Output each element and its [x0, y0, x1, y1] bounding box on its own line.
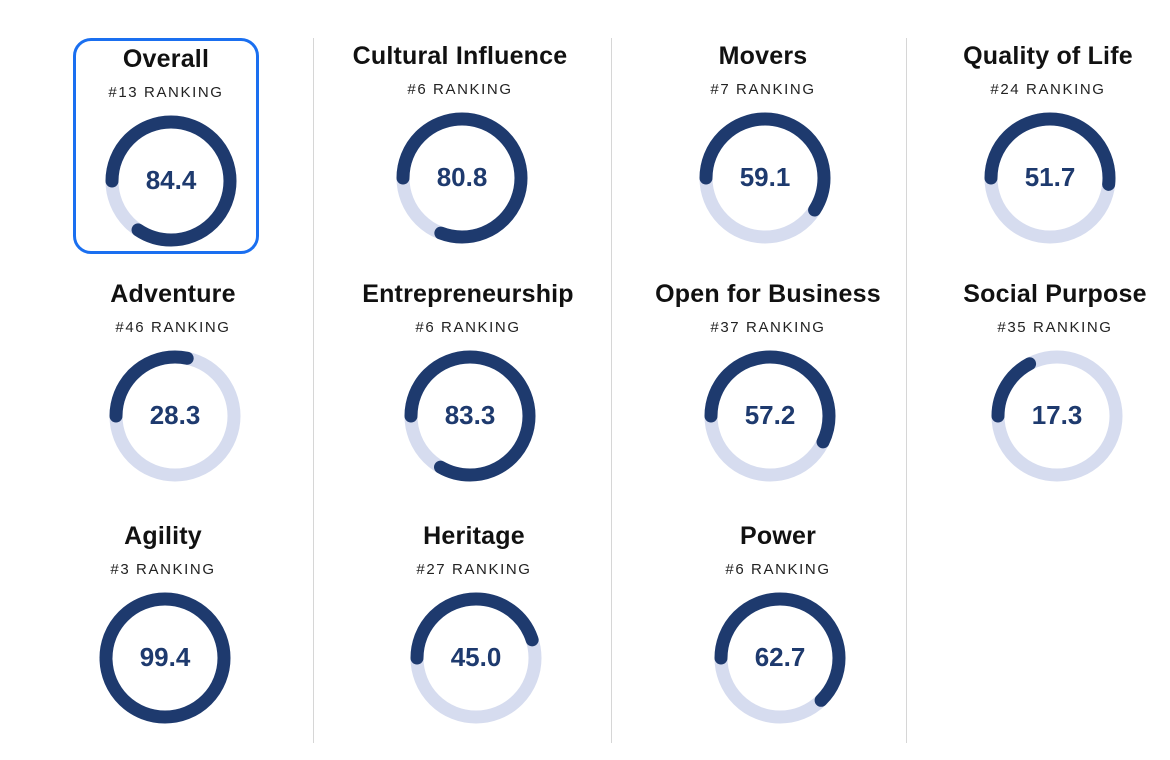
- gauge-value-label: 57.2: [744, 400, 796, 430]
- metric-title: Overall: [122, 45, 210, 73]
- gauge-arc-agility: [99, 592, 231, 724]
- metric-title: Agility: [124, 522, 202, 550]
- gauge-svg: [991, 350, 1123, 482]
- gauge-value-label: 45.0: [450, 642, 502, 672]
- gauge-arc-overall: [105, 115, 237, 247]
- metric-ranking: #27 RANKING: [416, 561, 532, 578]
- metric-gauge: 83.3: [402, 348, 538, 484]
- metric-ranking: #37 RANKING: [710, 319, 826, 336]
- gauge-arc-social-purpose: [991, 350, 1123, 482]
- metric-ranking: #6 RANKING: [725, 561, 831, 578]
- metric-card-entrepreneurship[interactable]: Entrepreneurship #6 RANKING 83.3: [362, 276, 574, 492]
- metric-card-movers[interactable]: Movers #7 RANKING 59.1: [670, 38, 856, 254]
- metric-ranking: #6 RANKING: [415, 319, 521, 336]
- gauge-value-label: 17.3: [1031, 400, 1083, 430]
- column-divider: [906, 38, 907, 743]
- metric-card-cultural-influence[interactable]: Cultural Influence #6 RANKING 80.8: [353, 38, 567, 254]
- metric-card-quality-of-life[interactable]: Quality of Life #24 RANKING 51.7: [955, 38, 1141, 254]
- gauge-svg: [109, 350, 241, 482]
- gauge-value-label: 83.3: [444, 400, 496, 430]
- metric-title: Power: [739, 522, 817, 550]
- metric-ranking: #24 RANKING: [990, 81, 1106, 98]
- gauge-value-label: 59.1: [739, 162, 791, 192]
- column-divider: [313, 38, 314, 743]
- metric-card-adventure[interactable]: Adventure #46 RANKING 28.3: [80, 276, 266, 492]
- metric-gauge: 62.7: [712, 590, 848, 726]
- gauge-value-label: 28.3: [149, 400, 201, 430]
- gauge-arc-entrepreneurship: [404, 350, 536, 482]
- metric-ranking: #35 RANKING: [997, 319, 1113, 336]
- metric-gauge: 57.2: [702, 348, 838, 484]
- gauge-value-label: 80.8: [436, 162, 488, 192]
- gauge-svg: [410, 592, 542, 724]
- metric-ranking: #7 RANKING: [710, 81, 816, 98]
- metric-title: Entrepreneurship: [362, 280, 574, 308]
- metric-title: Adventure: [110, 280, 236, 308]
- metric-ranking: #13 RANKING: [108, 84, 224, 101]
- metric-title: Quality of Life: [963, 42, 1133, 70]
- gauge-arc-movers: [699, 112, 831, 244]
- gauge-svg: [99, 592, 231, 724]
- metric-card-heritage[interactable]: Heritage #27 RANKING 45.0: [381, 518, 567, 734]
- metric-card-open-for-business[interactable]: Open for Business #37 RANKING 57.2: [655, 276, 881, 492]
- metric-ranking: #46 RANKING: [115, 319, 231, 336]
- metric-ranking: #6 RANKING: [407, 81, 513, 98]
- metric-gauge: 28.3: [107, 348, 243, 484]
- gauge-svg: [714, 592, 846, 724]
- metric-gauge: 59.1: [697, 110, 833, 246]
- gauge-arc-adventure: [109, 350, 241, 482]
- metric-card-power[interactable]: Power #6 RANKING 62.7: [685, 518, 871, 734]
- gauge-svg: [105, 115, 237, 247]
- gauge-svg: [396, 112, 528, 244]
- metric-gauge: 99.4: [97, 590, 233, 726]
- gauge-svg: [984, 112, 1116, 244]
- metric-card-overall[interactable]: Overall #13 RANKING 84.4: [73, 38, 259, 254]
- metric-title: Movers: [718, 42, 808, 70]
- gauge-svg: [704, 350, 836, 482]
- metric-gauge: 84.4: [103, 113, 239, 249]
- metric-card-agility[interactable]: Agility #3 RANKING 99.4: [70, 518, 256, 734]
- gauge-arc-open-for-business: [704, 350, 836, 482]
- gauge-arc-quality-of-life: [984, 112, 1116, 244]
- metric-gauge: 80.8: [394, 110, 530, 246]
- metric-card-social-purpose[interactable]: Social Purpose #35 RANKING 17.3: [962, 276, 1148, 492]
- gauge-value-label: 51.7: [1024, 162, 1076, 192]
- gauge-arc-heritage: [410, 592, 542, 724]
- gauge-svg: [699, 112, 831, 244]
- gauge-value-label: 84.4: [145, 165, 197, 195]
- gauge-svg: [404, 350, 536, 482]
- gauge-arc-cultural-influence: [396, 112, 528, 244]
- column-divider: [611, 38, 612, 743]
- metric-title: Social Purpose: [963, 280, 1147, 308]
- metric-gauge: 45.0: [408, 590, 544, 726]
- gauge-value-label: 62.7: [754, 642, 806, 672]
- metric-gauge: 51.7: [982, 110, 1118, 246]
- metric-title: Open for Business: [655, 280, 881, 308]
- metric-title: Heritage: [423, 522, 525, 550]
- gauge-value-label: 99.4: [139, 642, 191, 672]
- gauge-arc-power: [714, 592, 846, 724]
- metric-gauge: 17.3: [989, 348, 1125, 484]
- metric-ranking: #3 RANKING: [110, 561, 216, 578]
- metric-title: Cultural Influence: [352, 42, 568, 70]
